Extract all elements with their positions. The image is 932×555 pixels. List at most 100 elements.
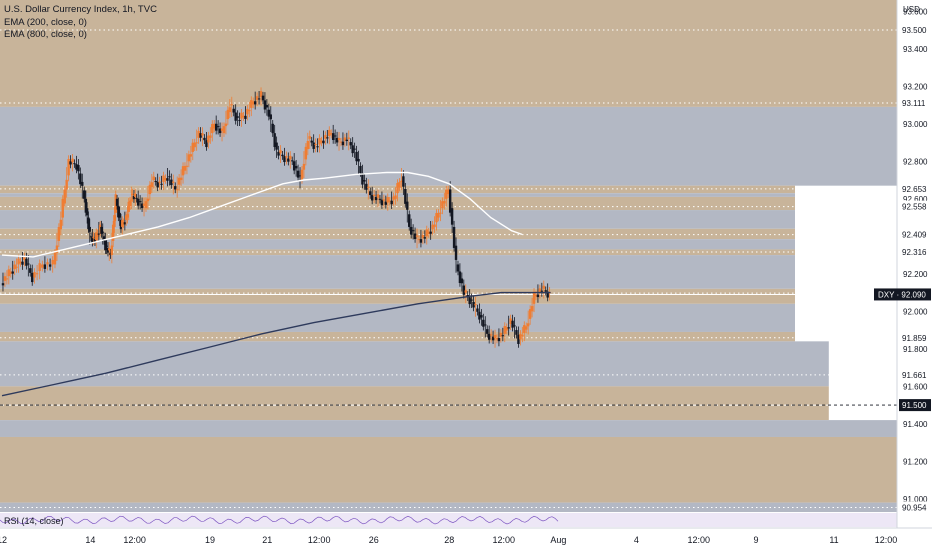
candle-body bbox=[175, 189, 179, 191]
candle-body bbox=[77, 165, 80, 172]
candle-body bbox=[345, 139, 349, 142]
candle-body bbox=[234, 112, 237, 121]
candle-body bbox=[185, 165, 189, 167]
candle-body bbox=[544, 290, 547, 292]
rsi-legend[interactable]: RSI (14, close) bbox=[4, 516, 64, 526]
candle-body bbox=[27, 263, 30, 265]
candle-body bbox=[511, 320, 514, 328]
candle-body bbox=[361, 173, 364, 185]
zone-tan bbox=[0, 386, 829, 421]
candle-body bbox=[213, 123, 216, 129]
candle-body bbox=[464, 290, 467, 293]
candle-body bbox=[138, 201, 142, 203]
candle-body bbox=[333, 135, 337, 137]
candle-body bbox=[55, 245, 59, 253]
rsi-line bbox=[0, 515, 559, 525]
level-tag bbox=[899, 200, 931, 213]
candle-body bbox=[497, 338, 501, 342]
candle-body bbox=[230, 104, 233, 106]
candle-body bbox=[513, 325, 516, 327]
candle-body bbox=[503, 326, 506, 334]
candle-body bbox=[439, 212, 442, 214]
candle-body bbox=[355, 151, 358, 162]
candle-body bbox=[429, 231, 432, 234]
candle-body bbox=[347, 137, 350, 139]
x-tick-label: Aug bbox=[550, 535, 566, 545]
candle-body bbox=[38, 263, 41, 272]
candle-body bbox=[515, 330, 518, 335]
candle-body bbox=[427, 231, 430, 234]
candle-body bbox=[353, 148, 356, 150]
candle-body bbox=[384, 201, 388, 205]
candle-body bbox=[115, 198, 119, 206]
candle-body bbox=[275, 142, 278, 150]
level-tag bbox=[899, 24, 931, 37]
candle-body bbox=[388, 200, 391, 202]
candle-body bbox=[224, 123, 228, 127]
candle-body bbox=[228, 107, 232, 113]
x-tick-label: 12:00 bbox=[875, 535, 898, 545]
candle-body bbox=[298, 175, 302, 177]
candle-body bbox=[402, 176, 405, 187]
candle-body bbox=[75, 164, 78, 170]
candle-body bbox=[302, 163, 306, 170]
candle-body bbox=[96, 233, 99, 237]
time-axis[interactable]: 12 14 12:00 19 21 12:00 26 28 12:00 Aug 4 12:00 9 11 1… bbox=[0, 527, 932, 545]
candle-body bbox=[530, 306, 534, 312]
candle-body bbox=[166, 178, 169, 181]
candle-body bbox=[3, 276, 7, 281]
candle-body bbox=[222, 126, 226, 134]
symbol-title[interactable]: U.S. Dollar Currency Index, 1h, TVC bbox=[4, 4, 157, 15]
x-tick-label: 26 bbox=[369, 535, 379, 545]
candle-body bbox=[81, 181, 84, 186]
candle-body bbox=[487, 333, 491, 340]
candle-body bbox=[546, 291, 549, 298]
ema-200-legend[interactable]: EMA (200, close, 0) bbox=[4, 16, 87, 28]
candle-body bbox=[240, 112, 243, 119]
candles-layer bbox=[1, 87, 551, 348]
candle-body bbox=[48, 264, 52, 267]
candle-body bbox=[406, 201, 409, 210]
candle-body bbox=[162, 175, 165, 182]
level-tag-label: 91.500 bbox=[902, 401, 927, 410]
candle-body bbox=[158, 181, 161, 183]
candle-body bbox=[164, 178, 167, 181]
candle-body bbox=[252, 101, 255, 105]
candle-body bbox=[378, 198, 382, 200]
candle-body bbox=[9, 271, 12, 274]
candle-body bbox=[191, 142, 194, 152]
candle-body bbox=[174, 186, 177, 190]
candle-body bbox=[491, 336, 495, 341]
candle-body bbox=[122, 222, 125, 225]
candle-body bbox=[83, 190, 86, 199]
candle-body bbox=[259, 91, 263, 98]
candle-body bbox=[367, 186, 370, 188]
level-tag bbox=[899, 368, 931, 381]
candle-body bbox=[376, 194, 380, 198]
candle-body bbox=[398, 181, 401, 188]
candle-body bbox=[330, 133, 333, 135]
candle-body bbox=[292, 161, 296, 171]
price-axis[interactable]: 93.600 93.400 93.200 93.000 92.800 92.600 92.4… bbox=[896, 0, 932, 550]
candle-body bbox=[132, 195, 136, 200]
candle-body bbox=[89, 236, 93, 238]
candle-body bbox=[501, 335, 505, 337]
ema-800-legend[interactable]: EMA (800, close, 0) bbox=[4, 29, 87, 40]
candle-body bbox=[148, 184, 152, 195]
chart-legend: U.S. Dollar Currency Index, 1h, TVC EMA … bbox=[4, 4, 157, 42]
candle-body bbox=[13, 264, 16, 270]
level-tag-label: 91.859 bbox=[902, 334, 927, 343]
candle-body bbox=[238, 120, 241, 122]
candle-body bbox=[523, 325, 526, 333]
candle-body bbox=[306, 141, 310, 150]
candle-body bbox=[536, 294, 540, 298]
zones-layer bbox=[0, 0, 897, 512]
candle-body bbox=[263, 100, 267, 110]
candle-body bbox=[88, 226, 91, 232]
candle-body bbox=[300, 169, 304, 181]
candle-body bbox=[104, 240, 107, 251]
candle-body bbox=[363, 180, 366, 182]
x-tick-label: 4 bbox=[634, 535, 639, 545]
candle-body bbox=[269, 114, 272, 120]
